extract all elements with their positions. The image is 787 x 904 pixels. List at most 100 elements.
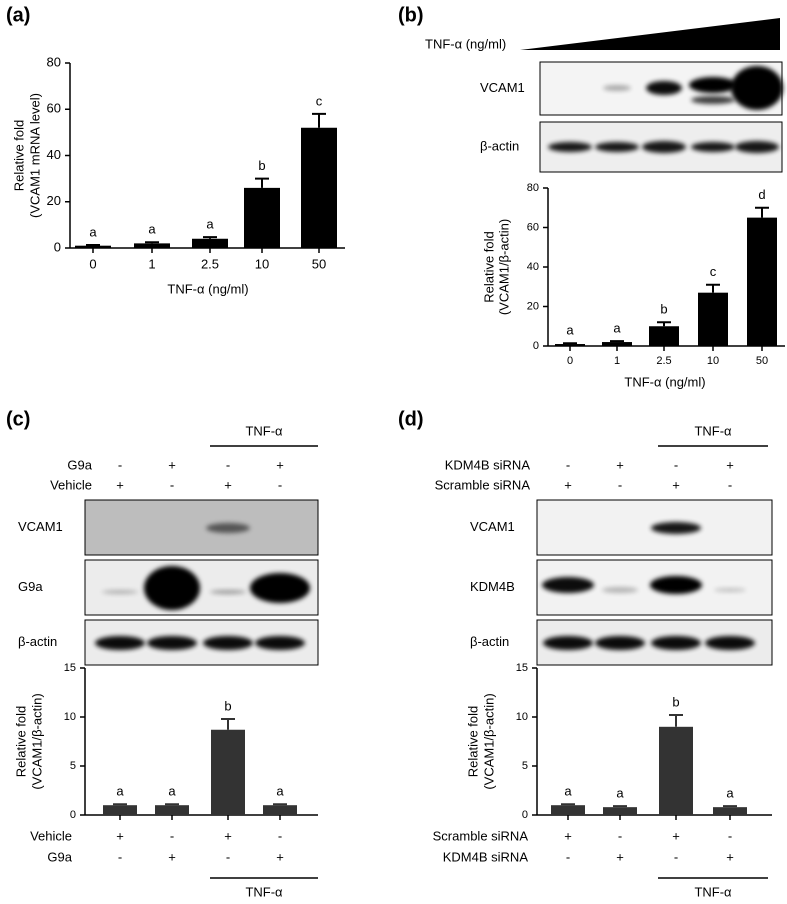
- treatment-sign: -: [728, 477, 732, 492]
- error-bar: [561, 803, 575, 806]
- y-tick-label: 60: [47, 101, 61, 116]
- blot-band: [102, 590, 138, 594]
- x-tick-label: 10: [255, 256, 269, 271]
- group-label: TNF-α: [694, 423, 732, 438]
- treatment-sign: +: [564, 477, 572, 492]
- treatment-sign: +: [116, 477, 124, 492]
- condition-sign: +: [116, 828, 124, 843]
- condition-label: KDM4B siRNA: [443, 849, 529, 864]
- significance-letter: a: [616, 786, 624, 801]
- condition-sign: -: [278, 828, 282, 843]
- error-bar: [723, 805, 737, 808]
- condition-sign: +: [564, 828, 572, 843]
- significance-letter: b: [258, 158, 265, 173]
- x-axis-label: TNF-α (ng/ml): [167, 281, 248, 296]
- condition-sign: -: [618, 828, 622, 843]
- band-label: VCAM1: [470, 519, 515, 534]
- significance-letter: c: [710, 264, 717, 279]
- bar: [713, 807, 747, 815]
- panel-label: (c): [6, 408, 30, 430]
- y-tick-label: 0: [54, 239, 61, 254]
- significance-letter: a: [116, 784, 124, 799]
- band-label: KDM4B: [470, 579, 515, 594]
- bar: [659, 726, 693, 815]
- bar: [263, 805, 297, 815]
- treatment-sign: -: [226, 457, 230, 472]
- blot-band: [646, 81, 682, 95]
- treatment-sign: -: [278, 477, 282, 492]
- blot-band: [144, 566, 200, 610]
- significance-letter: b: [660, 302, 667, 317]
- x-tick-label: 1: [148, 256, 155, 271]
- error-bar: [113, 803, 127, 806]
- blot-band: [548, 142, 592, 152]
- blot-band: [602, 587, 638, 593]
- treatment-sign: +: [224, 477, 232, 492]
- band-label: G9a: [18, 579, 43, 594]
- panel-label: (a): [6, 4, 30, 26]
- y-tick-label: 15: [64, 662, 76, 674]
- significance-letter: a: [276, 784, 284, 799]
- y-tick-label: 40: [527, 261, 539, 273]
- y-axis-label: Relative fold: [465, 706, 480, 778]
- y-axis-label: (VCAM1/β-actin): [481, 693, 496, 789]
- treatment-sign: +: [168, 457, 176, 472]
- x-tick-label: 1: [614, 355, 620, 367]
- panel-label: (b): [398, 4, 424, 26]
- y-tick-label: 15: [516, 662, 528, 674]
- error-bar: [610, 340, 624, 343]
- dose-triangle: [520, 18, 780, 50]
- blot-band: [542, 577, 594, 593]
- y-axis-label: Relative fold: [13, 706, 28, 778]
- y-tick-label: 20: [527, 300, 539, 312]
- bar: [155, 805, 189, 815]
- error-bar: [203, 236, 217, 239]
- bar: [134, 243, 170, 248]
- condition-sign: -: [728, 828, 732, 843]
- y-axis-label: Relative fold: [481, 231, 496, 303]
- y-tick-label: 10: [516, 711, 528, 723]
- treatment-sign: +: [672, 477, 680, 492]
- blot-band: [95, 636, 145, 650]
- blot-band: [603, 85, 631, 91]
- treatment-sign: +: [616, 457, 624, 472]
- bar: [649, 326, 679, 346]
- bar: [603, 807, 637, 815]
- y-axis-label: Relative fold: [11, 120, 26, 192]
- y-tick-label: 40: [47, 147, 61, 162]
- error-bar: [86, 243, 100, 246]
- treatment-sign: -: [674, 457, 678, 472]
- bar: [301, 127, 337, 248]
- blot-band: [595, 636, 645, 650]
- error-bar: [613, 805, 627, 808]
- group-label: TNF-α: [245, 884, 283, 899]
- significance-letter: a: [726, 786, 734, 801]
- treatment-row-label: G9a: [67, 457, 92, 472]
- treatment-row-label: KDM4B siRNA: [445, 457, 531, 472]
- bar: [698, 292, 728, 346]
- treatment-sign: -: [566, 457, 570, 472]
- y-tick-label: 60: [527, 221, 539, 233]
- condition-sign: -: [118, 849, 122, 864]
- y-tick-label: 0: [533, 340, 539, 352]
- bar: [103, 805, 137, 815]
- y-tick-label: 20: [47, 193, 61, 208]
- error-bar: [563, 342, 577, 345]
- treatment-sign: -: [170, 477, 174, 492]
- significance-letter: b: [672, 694, 679, 709]
- condition-sign: +: [224, 828, 232, 843]
- blot-band: [255, 636, 305, 650]
- blot-band: [650, 576, 702, 594]
- y-axis-label: (VCAM1/β-actin): [29, 693, 44, 789]
- condition-sign: +: [672, 828, 680, 843]
- treatment-label: TNF-α (ng/ml): [425, 36, 506, 51]
- blot-band: [250, 573, 310, 603]
- bar: [211, 729, 245, 815]
- blot-band: [735, 141, 779, 153]
- blot-panel: [84, 499, 319, 556]
- error-bar: [755, 206, 769, 218]
- y-tick-label: 10: [64, 711, 76, 723]
- x-tick-label: 0: [567, 355, 573, 367]
- blot-band: [731, 66, 783, 110]
